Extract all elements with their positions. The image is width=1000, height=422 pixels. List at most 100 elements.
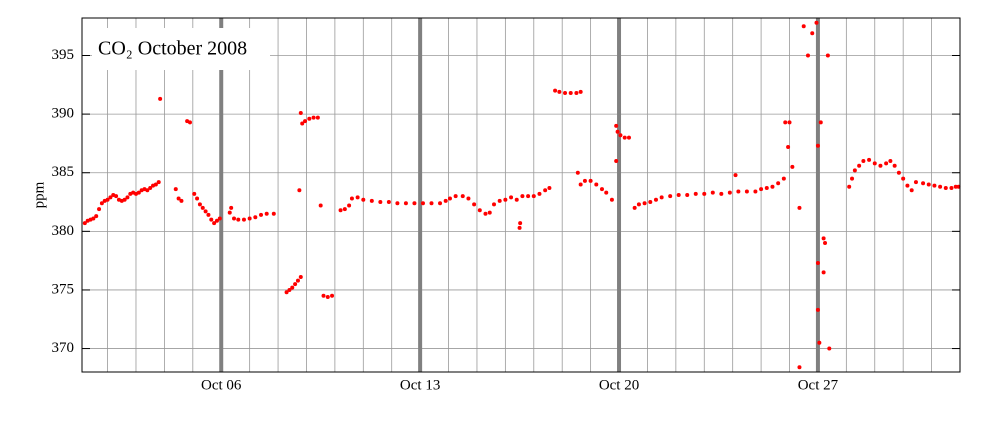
data-point bbox=[776, 181, 781, 186]
data-point bbox=[187, 120, 192, 125]
data-point bbox=[386, 200, 391, 205]
title-box bbox=[92, 28, 270, 70]
data-point bbox=[214, 218, 219, 223]
data-point bbox=[787, 120, 792, 125]
data-point bbox=[227, 210, 232, 215]
data-point bbox=[197, 202, 202, 207]
data-point bbox=[361, 197, 366, 202]
data-point bbox=[582, 178, 587, 183]
data-point bbox=[557, 89, 562, 94]
data-point bbox=[618, 133, 623, 138]
data-point bbox=[825, 53, 830, 58]
data-point bbox=[790, 164, 795, 169]
data-point bbox=[503, 197, 508, 202]
data-point bbox=[901, 176, 906, 181]
data-point bbox=[821, 236, 826, 241]
data-point bbox=[158, 96, 163, 101]
data-point bbox=[271, 211, 276, 216]
data-point bbox=[325, 294, 330, 299]
data-point bbox=[179, 198, 184, 203]
data-point bbox=[531, 194, 536, 199]
data-point bbox=[355, 195, 360, 200]
data-point bbox=[97, 207, 102, 212]
data-point bbox=[94, 214, 99, 219]
data-point bbox=[810, 31, 815, 36]
data-point bbox=[818, 120, 823, 125]
data-point bbox=[563, 91, 568, 96]
data-point bbox=[609, 197, 614, 202]
data-point bbox=[943, 185, 948, 190]
data-point bbox=[588, 178, 593, 183]
data-point bbox=[653, 197, 658, 202]
data-point bbox=[259, 212, 264, 217]
data-point bbox=[492, 202, 497, 207]
data-point bbox=[884, 161, 889, 166]
data-point bbox=[378, 200, 383, 205]
data-point bbox=[307, 116, 312, 121]
data-point bbox=[949, 185, 954, 190]
data-point bbox=[823, 241, 828, 246]
y-tick-label: 395 bbox=[52, 47, 75, 63]
data-point bbox=[659, 195, 664, 200]
plot-frame bbox=[81, 17, 961, 373]
data-point bbox=[781, 176, 786, 181]
data-point bbox=[753, 189, 758, 194]
data-point bbox=[821, 270, 826, 275]
data-point bbox=[805, 53, 810, 58]
data-point bbox=[295, 278, 300, 283]
data-point bbox=[921, 181, 926, 186]
data-point bbox=[913, 180, 918, 185]
data-point bbox=[114, 194, 119, 199]
data-point bbox=[369, 198, 374, 203]
data-point bbox=[412, 201, 417, 206]
data-point bbox=[209, 217, 214, 222]
data-point bbox=[429, 201, 434, 206]
data-point bbox=[537, 191, 542, 196]
data-point bbox=[200, 205, 205, 210]
data-point bbox=[517, 225, 522, 230]
data-point bbox=[892, 163, 897, 168]
data-point bbox=[719, 191, 724, 196]
data-point bbox=[578, 89, 583, 94]
data-point bbox=[614, 123, 619, 128]
data-point bbox=[733, 173, 738, 178]
data-point bbox=[783, 120, 788, 125]
data-point bbox=[330, 293, 335, 298]
data-point bbox=[744, 189, 749, 194]
data-point bbox=[453, 194, 458, 199]
data-point bbox=[321, 293, 326, 298]
data-point bbox=[770, 184, 775, 189]
data-point bbox=[298, 110, 303, 115]
data-point bbox=[447, 196, 452, 201]
data-point bbox=[395, 201, 400, 206]
data-point bbox=[668, 194, 673, 199]
data-point bbox=[136, 190, 141, 195]
data-point bbox=[786, 144, 791, 149]
data-point bbox=[867, 157, 872, 162]
data-point bbox=[472, 202, 477, 207]
data-point bbox=[217, 216, 222, 221]
data-point bbox=[297, 188, 302, 193]
data-point bbox=[622, 135, 627, 140]
data-point bbox=[206, 212, 211, 217]
data-point bbox=[298, 275, 303, 280]
data-point bbox=[626, 135, 631, 140]
data-point bbox=[685, 193, 690, 197]
data-point bbox=[236, 217, 241, 222]
data-point bbox=[497, 198, 502, 203]
data-point bbox=[857, 163, 862, 168]
data-point bbox=[315, 115, 320, 120]
data-point bbox=[342, 207, 347, 212]
data-point bbox=[311, 115, 316, 120]
data-point bbox=[578, 182, 583, 187]
data-point bbox=[648, 200, 653, 205]
data-point bbox=[615, 129, 620, 134]
data-point bbox=[852, 168, 857, 173]
data-point bbox=[896, 170, 901, 175]
data-point bbox=[764, 185, 769, 190]
data-point bbox=[878, 163, 883, 168]
data-point bbox=[815, 260, 820, 265]
data-point bbox=[148, 185, 153, 190]
data-point bbox=[303, 119, 308, 124]
